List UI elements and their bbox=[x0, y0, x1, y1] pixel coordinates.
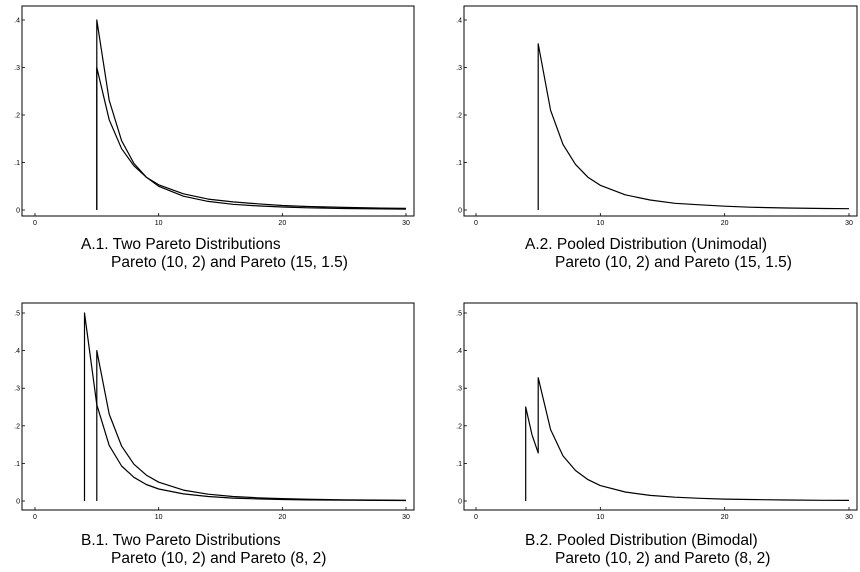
x-tick-label: 20 bbox=[721, 220, 729, 227]
y-tick-label: .3 bbox=[14, 65, 20, 72]
caption-b1-title: B.1. Two Pareto Distributions bbox=[81, 532, 281, 549]
x-tick-label: 10 bbox=[155, 220, 163, 227]
caption-b1: B.1. Two Pareto Distributions Pareto (10… bbox=[81, 532, 326, 568]
x-tick-label: 0 bbox=[33, 220, 37, 227]
x-tick-label: 20 bbox=[278, 514, 286, 521]
y-tick-label: .1 bbox=[456, 461, 462, 468]
y-tick-label: .2 bbox=[14, 113, 20, 120]
caption-a1-title: A.1. Two Pareto Distributions bbox=[81, 236, 281, 253]
x-tick-label: 20 bbox=[721, 514, 729, 521]
x-tick-label: 30 bbox=[845, 514, 853, 521]
y-tick-label: .4 bbox=[456, 348, 462, 355]
plot-frame bbox=[463, 302, 858, 511]
plot-frame bbox=[21, 302, 415, 511]
caption-b2: B.2. Pooled Distribution (Bimodal) Paret… bbox=[525, 532, 770, 568]
x-tick-label: 0 bbox=[474, 220, 478, 227]
series-line-1 bbox=[96, 19, 407, 210]
y-tick-label: 0 bbox=[458, 499, 462, 506]
y-tick-label: .4 bbox=[456, 18, 462, 25]
y-tick-label: .3 bbox=[456, 65, 462, 72]
chart-b2: 0 .1 .2 .3 .4 .5 0 10 20 30 bbox=[456, 302, 858, 521]
plot-frame bbox=[463, 5, 858, 217]
caption-b2-title: B.2. Pooled Distribution (Bimodal) bbox=[525, 532, 758, 549]
x-tick-label: 10 bbox=[155, 514, 163, 521]
caption-a2-subtitle: Pareto (10, 2) and Pareto (15, 1.5) bbox=[555, 254, 792, 271]
x-tick-label: 10 bbox=[596, 220, 604, 227]
x-tick-label: 30 bbox=[845, 220, 853, 227]
y-tick-label: .2 bbox=[456, 113, 462, 120]
x-tick-label: 10 bbox=[596, 514, 604, 521]
caption-a2: A.2. Pooled Distribution (Unimodal) Pare… bbox=[525, 236, 792, 272]
x-tick-label: 30 bbox=[402, 220, 410, 227]
y-tick-label: .4 bbox=[14, 348, 20, 355]
chart-a1: 0 .1 .2 .3 .4 0 10 20 30 bbox=[14, 5, 415, 227]
caption-a2-title: A.2. Pooled Distribution (Unimodal) bbox=[525, 236, 768, 253]
plot-frame bbox=[21, 5, 415, 217]
y-tick-label: .4 bbox=[14, 18, 20, 25]
y-tick-label: .1 bbox=[14, 461, 20, 468]
y-tick-label: .1 bbox=[14, 160, 20, 167]
series-line-1 bbox=[525, 377, 850, 501]
y-tick-label: .2 bbox=[14, 423, 20, 430]
y-tick-label: .5 bbox=[14, 311, 20, 318]
chart-a2: 0 .1 .2 .3 .4 0 10 20 30 bbox=[456, 5, 858, 227]
y-tick-label: 0 bbox=[458, 208, 462, 215]
caption-a1: A.1. Two Pareto Distributions Pareto (10… bbox=[81, 236, 348, 272]
x-tick-label: 30 bbox=[402, 514, 410, 521]
y-tick-label: .5 bbox=[456, 311, 462, 318]
y-tick-label: .3 bbox=[14, 386, 20, 393]
series-line-2 bbox=[96, 350, 407, 501]
series-line-1 bbox=[537, 43, 850, 210]
caption-b1-subtitle: Pareto (10, 2) and Pareto (8, 2) bbox=[111, 550, 327, 567]
series-line-2 bbox=[96, 66, 407, 210]
y-tick-label: 0 bbox=[16, 499, 20, 506]
caption-b2-subtitle: Pareto (10, 2) and Pareto (8, 2) bbox=[555, 550, 771, 567]
x-tick-label: 0 bbox=[474, 514, 478, 521]
y-tick-label: .2 bbox=[456, 423, 462, 430]
y-tick-label: .3 bbox=[456, 386, 462, 393]
chart-b1: 0 .1 .2 .3 .4 .5 0 10 20 30 bbox=[14, 302, 415, 521]
x-tick-label: 20 bbox=[278, 220, 286, 227]
y-tick-label: .1 bbox=[456, 160, 462, 167]
x-tick-label: 0 bbox=[33, 514, 37, 521]
y-tick-label: 0 bbox=[16, 208, 20, 215]
caption-a1-subtitle: Pareto (10, 2) and Pareto (15, 1.5) bbox=[111, 254, 348, 271]
